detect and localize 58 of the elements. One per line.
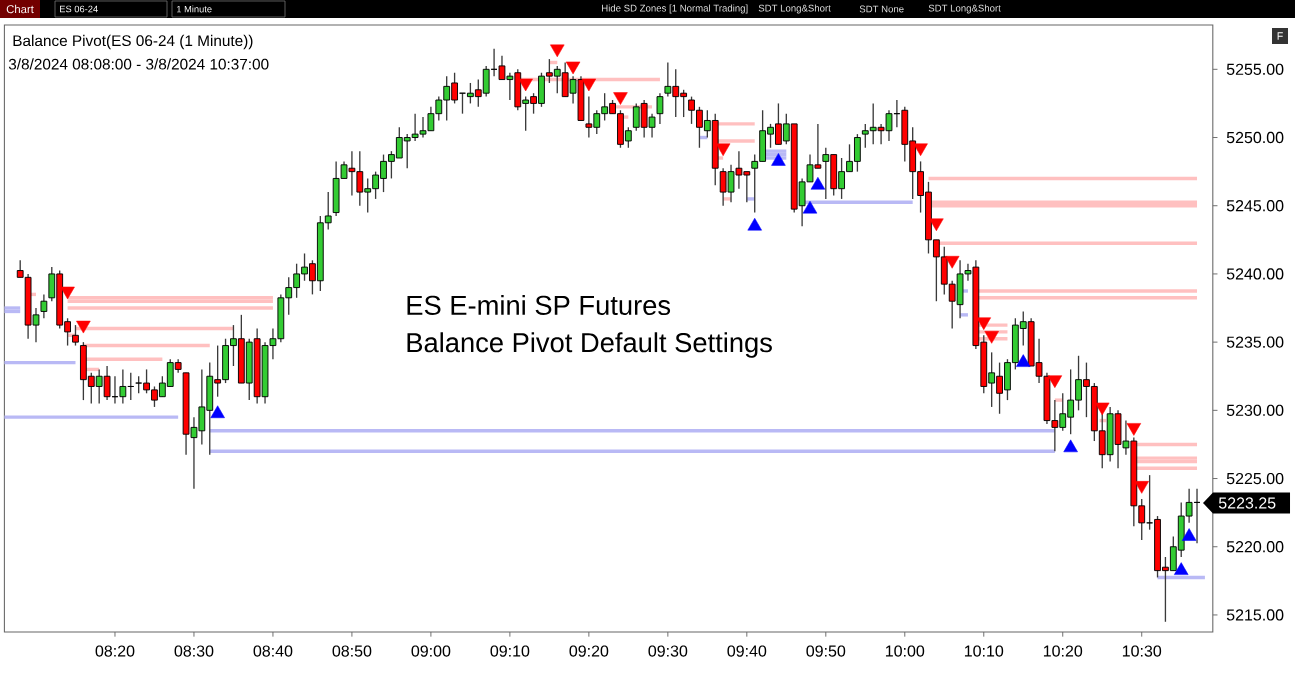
text: Chart	[6, 4, 34, 14]
point	[976, 317, 991, 330]
candlestick	[1138, 498, 1146, 541]
x-tick-label: 08:30	[174, 645, 214, 657]
point	[76, 320, 91, 334]
point	[550, 44, 565, 58]
y-tick-label: 5235.00	[1226, 336, 1284, 348]
text: 3/8/2024 08:08:00 - 3/8/2024 10:37:00	[8, 58, 269, 70]
text: F	[1277, 32, 1283, 40]
candlestick	[72, 324, 79, 347]
y-tick-label: 5250.00	[1226, 131, 1284, 144]
y-tick-label: 5230.00	[1226, 404, 1284, 416]
point	[984, 331, 999, 344]
point	[715, 143, 731, 157]
y-tick-label: 5225.00	[1226, 472, 1284, 485]
x-tick-label: 09:10	[490, 645, 530, 657]
x-tick-label: 09:00	[411, 645, 451, 657]
point	[60, 286, 75, 300]
point	[518, 78, 533, 92]
text: SDT Long&Short	[758, 4, 831, 14]
point	[1047, 375, 1063, 388]
text: SDT Long&Short	[928, 4, 1001, 14]
point	[565, 61, 581, 75]
y-tick-label: 5245.00	[1226, 200, 1284, 212]
y-tick-label: 5220.00	[1226, 541, 1284, 553]
x-tick-label: 09:50	[806, 645, 846, 657]
text: Balance Pivot(ES 06-24 (1 Minute))	[13, 34, 253, 50]
point	[944, 256, 960, 269]
point	[581, 78, 597, 92]
x-tick-label: 09:20	[569, 645, 609, 657]
x-tick-label: 10:30	[1122, 645, 1162, 657]
text: SDT None	[859, 5, 904, 13]
x-tick-label: 10:00	[885, 645, 925, 657]
candlestick	[40, 293, 48, 319]
y-tick-label: 5255.00	[1226, 63, 1284, 75]
candlestick	[751, 153, 759, 214]
x-tick-label: 08:40	[253, 645, 293, 657]
annotation: ES E-mini SP Futures	[407, 294, 671, 316]
point	[1126, 423, 1142, 436]
point	[913, 143, 928, 157]
point	[1095, 402, 1110, 416]
x-tick-label: 10:20	[1043, 645, 1083, 657]
x-tick-label: 08:20	[95, 645, 135, 657]
x-tick-label: 10:10	[964, 645, 1004, 657]
x-tick-label: 09:30	[648, 645, 688, 657]
y-tick-label: 5215.00	[1226, 609, 1284, 621]
text: Hide SD Zones [1 Normal Trading]	[602, 4, 748, 14]
point	[613, 92, 628, 105]
text: ES 06-24	[60, 5, 98, 13]
point	[929, 218, 944, 232]
y-tick-label: 5240.00	[1226, 268, 1284, 280]
x-tick-label: 08:50	[332, 645, 372, 657]
annotation: Balance Pivot Default Settings	[407, 332, 772, 358]
text: 1 Minute	[176, 5, 212, 13]
candlestick	[656, 92, 664, 125]
text: 5223.25	[1218, 497, 1276, 509]
x-tick-label: 09:40	[727, 645, 767, 657]
point	[1134, 481, 1149, 494]
